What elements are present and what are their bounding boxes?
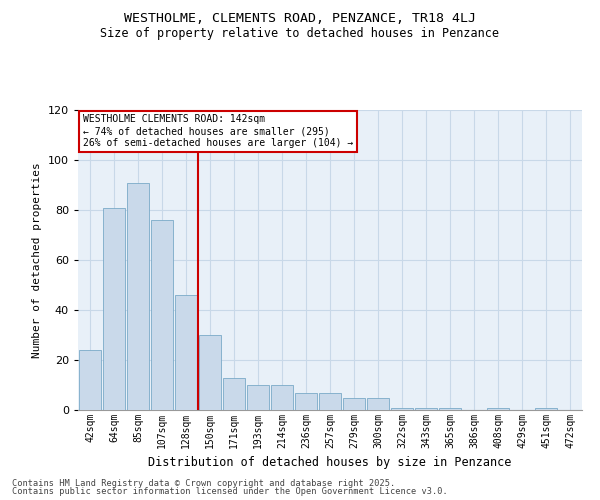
Bar (343, 398, 365, 410)
Bar (391, 408, 413, 410)
Bar (295, 392, 317, 410)
Bar (175, 295, 197, 410)
Bar (439, 408, 461, 410)
Bar (127, 182, 149, 410)
Text: Contains HM Land Registry data © Crown copyright and database right 2025.: Contains HM Land Registry data © Crown c… (12, 478, 395, 488)
Bar (271, 385, 293, 410)
Bar (319, 392, 341, 410)
Bar (487, 408, 509, 410)
Text: WESTHOLME, CLEMENTS ROAD, PENZANCE, TR18 4LJ: WESTHOLME, CLEMENTS ROAD, PENZANCE, TR18… (124, 12, 476, 26)
Bar (367, 398, 389, 410)
Bar (535, 408, 557, 410)
X-axis label: Distribution of detached houses by size in Penzance: Distribution of detached houses by size … (148, 456, 512, 469)
Bar (79, 350, 101, 410)
Bar (199, 335, 221, 410)
Bar (223, 378, 245, 410)
Bar (103, 208, 125, 410)
Y-axis label: Number of detached properties: Number of detached properties (32, 162, 42, 358)
Text: Size of property relative to detached houses in Penzance: Size of property relative to detached ho… (101, 28, 499, 40)
Bar (151, 220, 173, 410)
Bar (247, 385, 269, 410)
Text: Contains public sector information licensed under the Open Government Licence v3: Contains public sector information licen… (12, 487, 448, 496)
Text: WESTHOLME CLEMENTS ROAD: 142sqm
← 74% of detached houses are smaller (295)
26% o: WESTHOLME CLEMENTS ROAD: 142sqm ← 74% of… (83, 114, 353, 148)
Bar (415, 408, 437, 410)
